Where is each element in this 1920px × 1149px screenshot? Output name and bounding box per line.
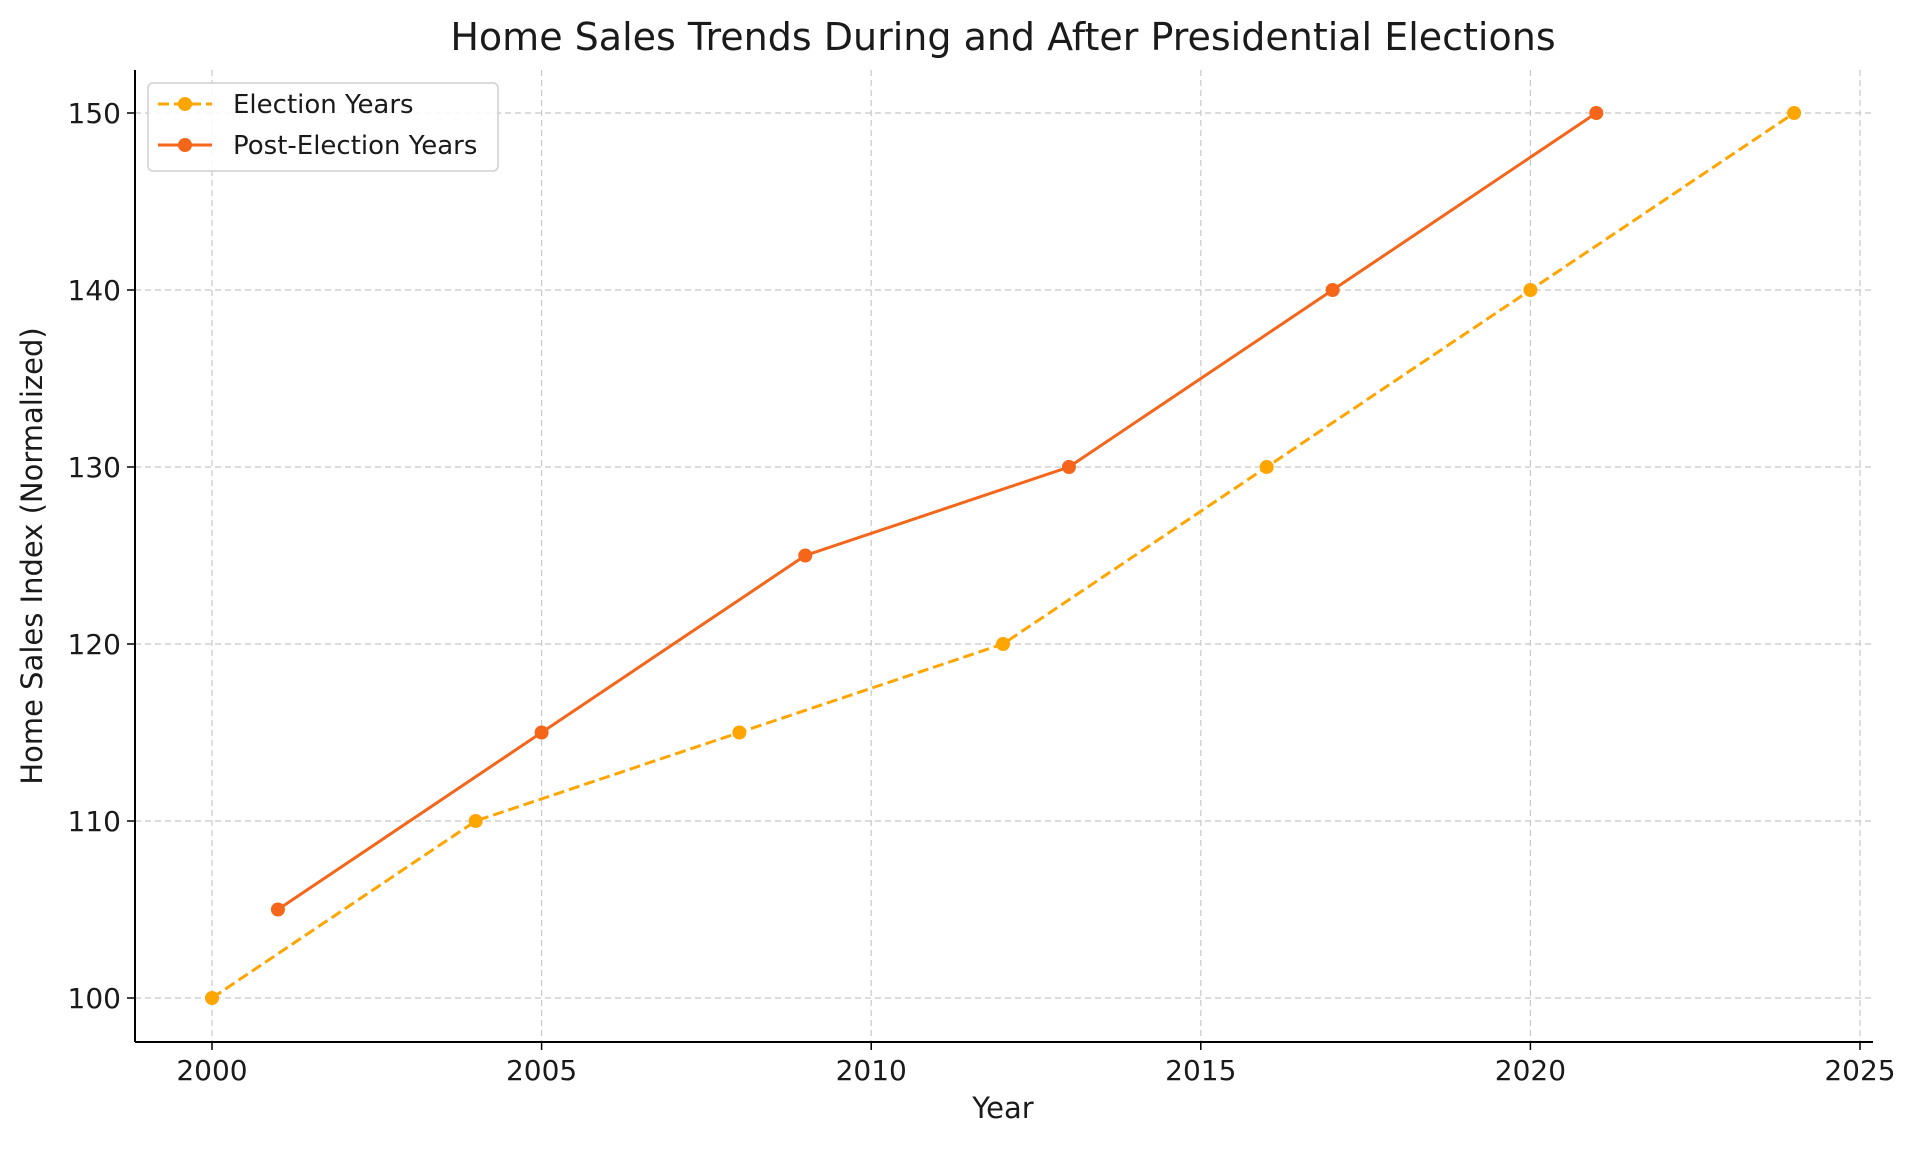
legend-label: Election Years	[233, 90, 414, 120]
x-tick-label: 2025	[1824, 1054, 1895, 1087]
x-tick-label: 2000	[176, 1054, 247, 1087]
data-point	[1787, 106, 1802, 120]
axes: 2000 2005 2010 2015 2020 2025 100 110 120 130 140 1…	[68, 70, 1896, 1087]
data-point	[732, 725, 747, 740]
legend-marker	[178, 97, 192, 111]
data-point	[205, 991, 219, 1005]
grid	[135, 70, 1873, 1042]
legend-label: Post-Election Years	[233, 131, 477, 161]
x-tick-label: 2020	[1495, 1054, 1566, 1087]
y-tick-label: 100	[68, 982, 121, 1015]
legend: Election Years Post-Election Years	[147, 82, 499, 172]
series-layer	[205, 106, 1802, 1005]
y-axis-label: Home Sales Index (Normalized)	[15, 327, 49, 784]
y-tick-label: 130	[68, 451, 121, 484]
data-point	[468, 814, 483, 828]
series-line-2	[277, 111, 1598, 911]
legend-marker	[178, 138, 192, 152]
y-tick-label: 140	[68, 274, 121, 307]
y-tick-label: 120	[68, 628, 121, 661]
y-tick-label: 110	[68, 805, 121, 838]
data-point	[996, 637, 1011, 651]
data-point	[1589, 106, 1604, 120]
series-line-1	[211, 111, 1795, 1000]
data-point	[1523, 283, 1538, 297]
data-point	[534, 725, 549, 740]
data-point	[1259, 460, 1274, 474]
legend-box	[147, 82, 499, 172]
data-point	[798, 548, 813, 563]
data-point	[1061, 460, 1076, 474]
data-point	[1325, 283, 1340, 297]
y-tick-label: 150	[68, 97, 121, 130]
x-tick-label: 2015	[1165, 1054, 1236, 1087]
chart-title: Home Sales Trends During and After Presi…	[450, 15, 1555, 59]
x-tick-label: 2005	[506, 1054, 577, 1087]
x-axis-label: Year	[971, 1091, 1033, 1125]
data-point	[270, 902, 285, 917]
x-tick-label: 2010	[836, 1054, 907, 1087]
